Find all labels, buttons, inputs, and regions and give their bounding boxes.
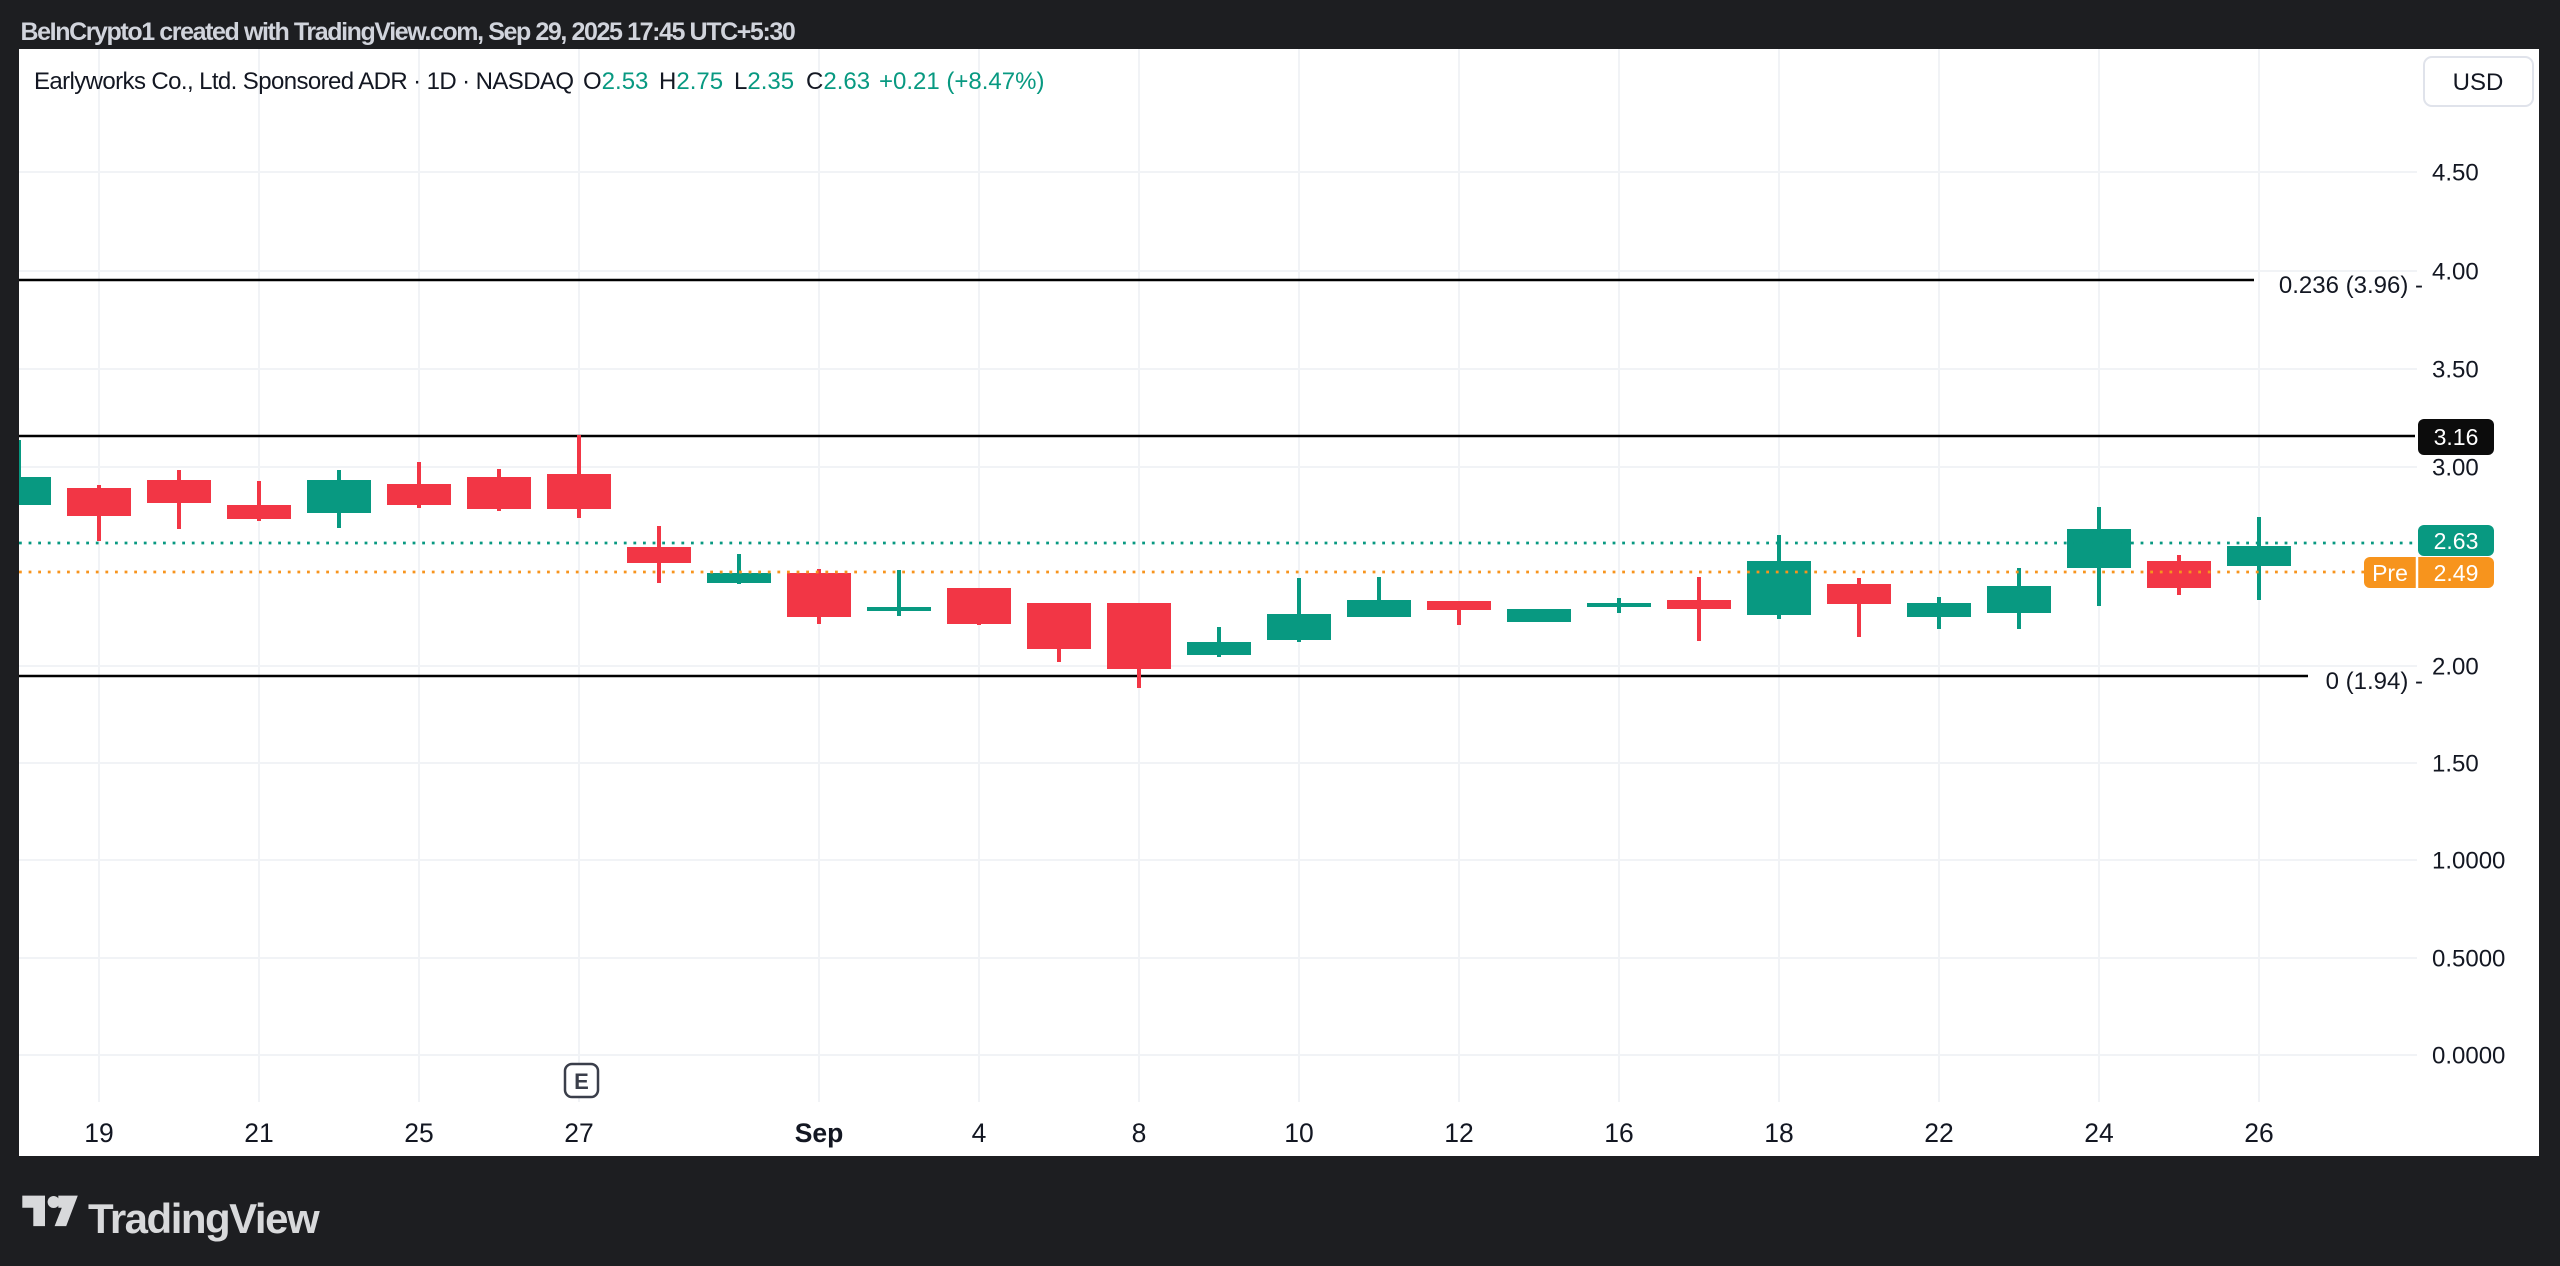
svg-text:19: 19	[84, 1118, 113, 1148]
svg-text:BeInCrypto1 created with Tradi: BeInCrypto1 created with TradingView.com…	[21, 18, 795, 46]
svg-text:O2.53: O2.53	[583, 68, 648, 95]
svg-text:25: 25	[404, 1118, 433, 1148]
svg-text:3.50: 3.50	[2432, 357, 2479, 384]
svg-text:1.50: 1.50	[2432, 751, 2479, 778]
svg-text:0.5000: 0.5000	[2432, 946, 2505, 973]
svg-text:Sep: Sep	[795, 1118, 844, 1148]
svg-text:3.16: 3.16	[2434, 424, 2479, 450]
svg-text:L2.35: L2.35	[734, 68, 794, 95]
svg-text:USD: USD	[2453, 69, 2504, 96]
svg-text:4.00: 4.00	[2432, 259, 2479, 286]
svg-text:+0.21 (+8.47%): +0.21 (+8.47%)	[879, 68, 1044, 95]
svg-text:18: 18	[1764, 1118, 1793, 1148]
svg-text:16: 16	[1604, 1118, 1633, 1148]
svg-text:21: 21	[244, 1118, 273, 1148]
svg-text:2.49: 2.49	[2434, 560, 2479, 586]
svg-text:2.63: 2.63	[2434, 528, 2479, 554]
svg-text:1.0000: 1.0000	[2432, 848, 2505, 875]
svg-text:10: 10	[1284, 1118, 1313, 1148]
svg-text:12: 12	[1444, 1118, 1473, 1148]
svg-text:TradingView: TradingView	[88, 1195, 320, 1242]
svg-text:H2.75: H2.75	[659, 68, 723, 95]
svg-text:0.236 (3.96) -: 0.236 (3.96) -	[2279, 272, 2423, 299]
svg-text:22: 22	[1924, 1118, 1953, 1148]
svg-text:0.0000: 0.0000	[2432, 1043, 2505, 1070]
svg-text:E: E	[574, 1069, 589, 1094]
svg-text:C2.63: C2.63	[806, 68, 870, 95]
svg-text:27: 27	[564, 1118, 593, 1148]
svg-text:4: 4	[972, 1118, 987, 1148]
svg-text:24: 24	[2084, 1118, 2113, 1148]
svg-text:8: 8	[1132, 1118, 1147, 1148]
svg-text:0 (1.94) -: 0 (1.94) -	[2326, 668, 2423, 695]
svg-text:Earlyworks Co., Ltd. Sponsored: Earlyworks Co., Ltd. Sponsored ADR · 1D …	[34, 68, 573, 95]
svg-text:2.00: 2.00	[2432, 654, 2479, 681]
svg-text:4.50: 4.50	[2432, 160, 2479, 187]
svg-text:Pre: Pre	[2372, 560, 2408, 586]
svg-text:26: 26	[2244, 1118, 2273, 1148]
svg-text:3.00: 3.00	[2432, 455, 2479, 482]
